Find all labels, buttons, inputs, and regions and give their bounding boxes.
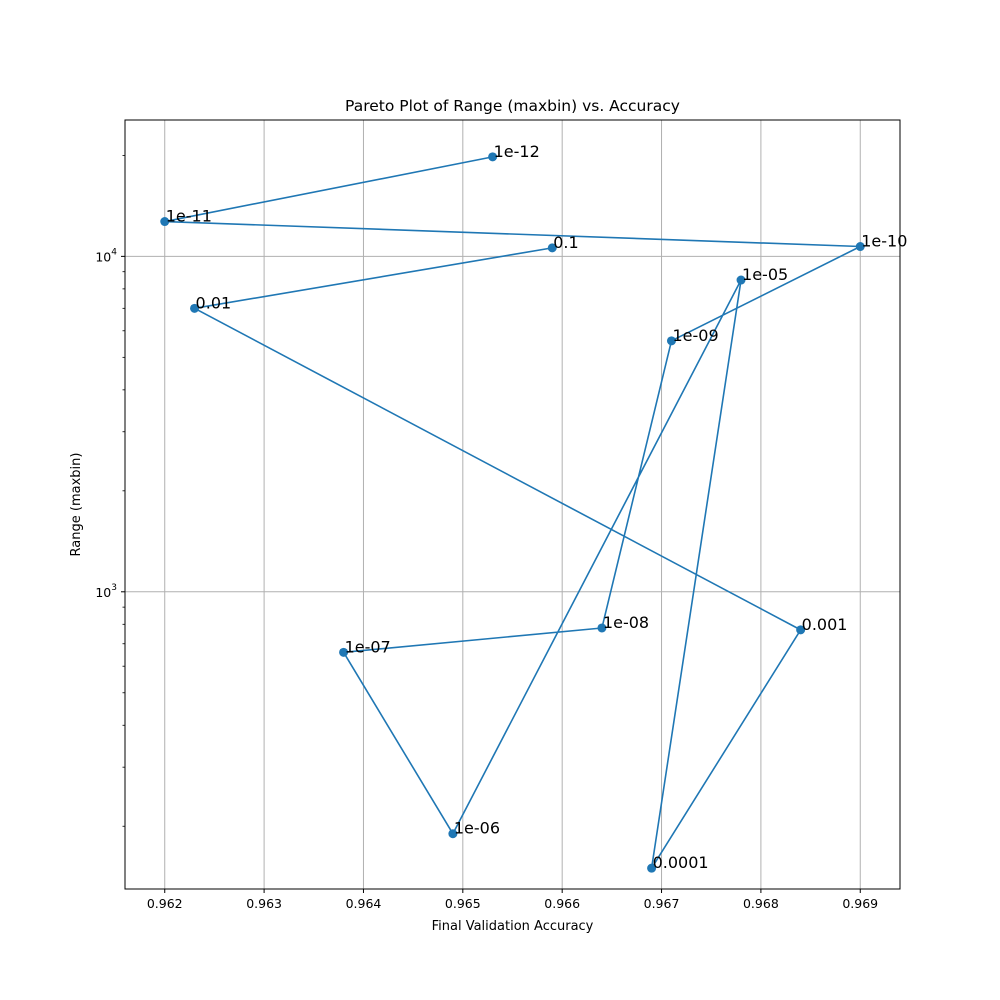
chart-title: Pareto Plot of Range (maxbin) vs. Accura… bbox=[345, 97, 680, 115]
data-point-label: 1e-09 bbox=[672, 326, 718, 345]
x-axis-title: Final Validation Accuracy bbox=[432, 919, 594, 934]
x-tick-label: 0.965 bbox=[445, 896, 481, 911]
plot-frame bbox=[124, 119, 901, 890]
data-point-label: 1e-08 bbox=[603, 613, 649, 632]
data-point-marker bbox=[448, 829, 458, 839]
x-tick-label: 0.966 bbox=[544, 896, 580, 911]
data-point-marker bbox=[160, 217, 170, 227]
y-axis-title: Range (maxbin) bbox=[69, 453, 84, 557]
data-point-marker bbox=[339, 647, 349, 657]
series-line-group bbox=[163, 156, 862, 869]
data-point-label: 1e-12 bbox=[494, 142, 540, 161]
data-point-label: 0.0001 bbox=[653, 853, 709, 872]
data-point-label: 1e-06 bbox=[454, 819, 500, 838]
data-point-marker bbox=[666, 336, 676, 346]
data-point-marker bbox=[647, 863, 657, 873]
x-tick-label: 0.968 bbox=[743, 896, 779, 911]
series-line bbox=[163, 156, 862, 869]
data-point-marker bbox=[796, 625, 806, 635]
data-point-label: 1e-07 bbox=[345, 637, 391, 656]
data-point-label: 0.01 bbox=[196, 293, 232, 312]
series-markers bbox=[160, 152, 865, 873]
x-tick-label: 0.962 bbox=[147, 896, 183, 911]
data-point-marker bbox=[855, 242, 865, 252]
data-point-label: 1e-10 bbox=[861, 232, 907, 251]
data-point-marker bbox=[547, 243, 557, 253]
data-point-label: 1e-11 bbox=[166, 207, 212, 226]
data-point-marker bbox=[736, 275, 746, 285]
data-point-label: 0.1 bbox=[553, 233, 578, 252]
data-point-marker bbox=[190, 303, 200, 313]
point-labels: 0.1 0.01 0.001 0.0001 1e-05 1e-06 1e-07 1e-08 1e… bbox=[166, 142, 908, 872]
data-point-marker bbox=[488, 152, 498, 162]
data-point-marker bbox=[597, 623, 607, 633]
x-tick-label: 0.963 bbox=[246, 896, 282, 911]
data-point-label: 0.001 bbox=[802, 615, 848, 634]
x-tick-label: 0.969 bbox=[842, 896, 878, 911]
x-tick-label: 0.964 bbox=[346, 896, 382, 911]
x-tick-label: 0.967 bbox=[644, 896, 680, 911]
x-axis-ticks: 0.962 0.963 0.964 0.965 0.966 0.967 0.968 0.969 bbox=[147, 889, 878, 911]
data-point-label: 1e-05 bbox=[742, 265, 788, 284]
